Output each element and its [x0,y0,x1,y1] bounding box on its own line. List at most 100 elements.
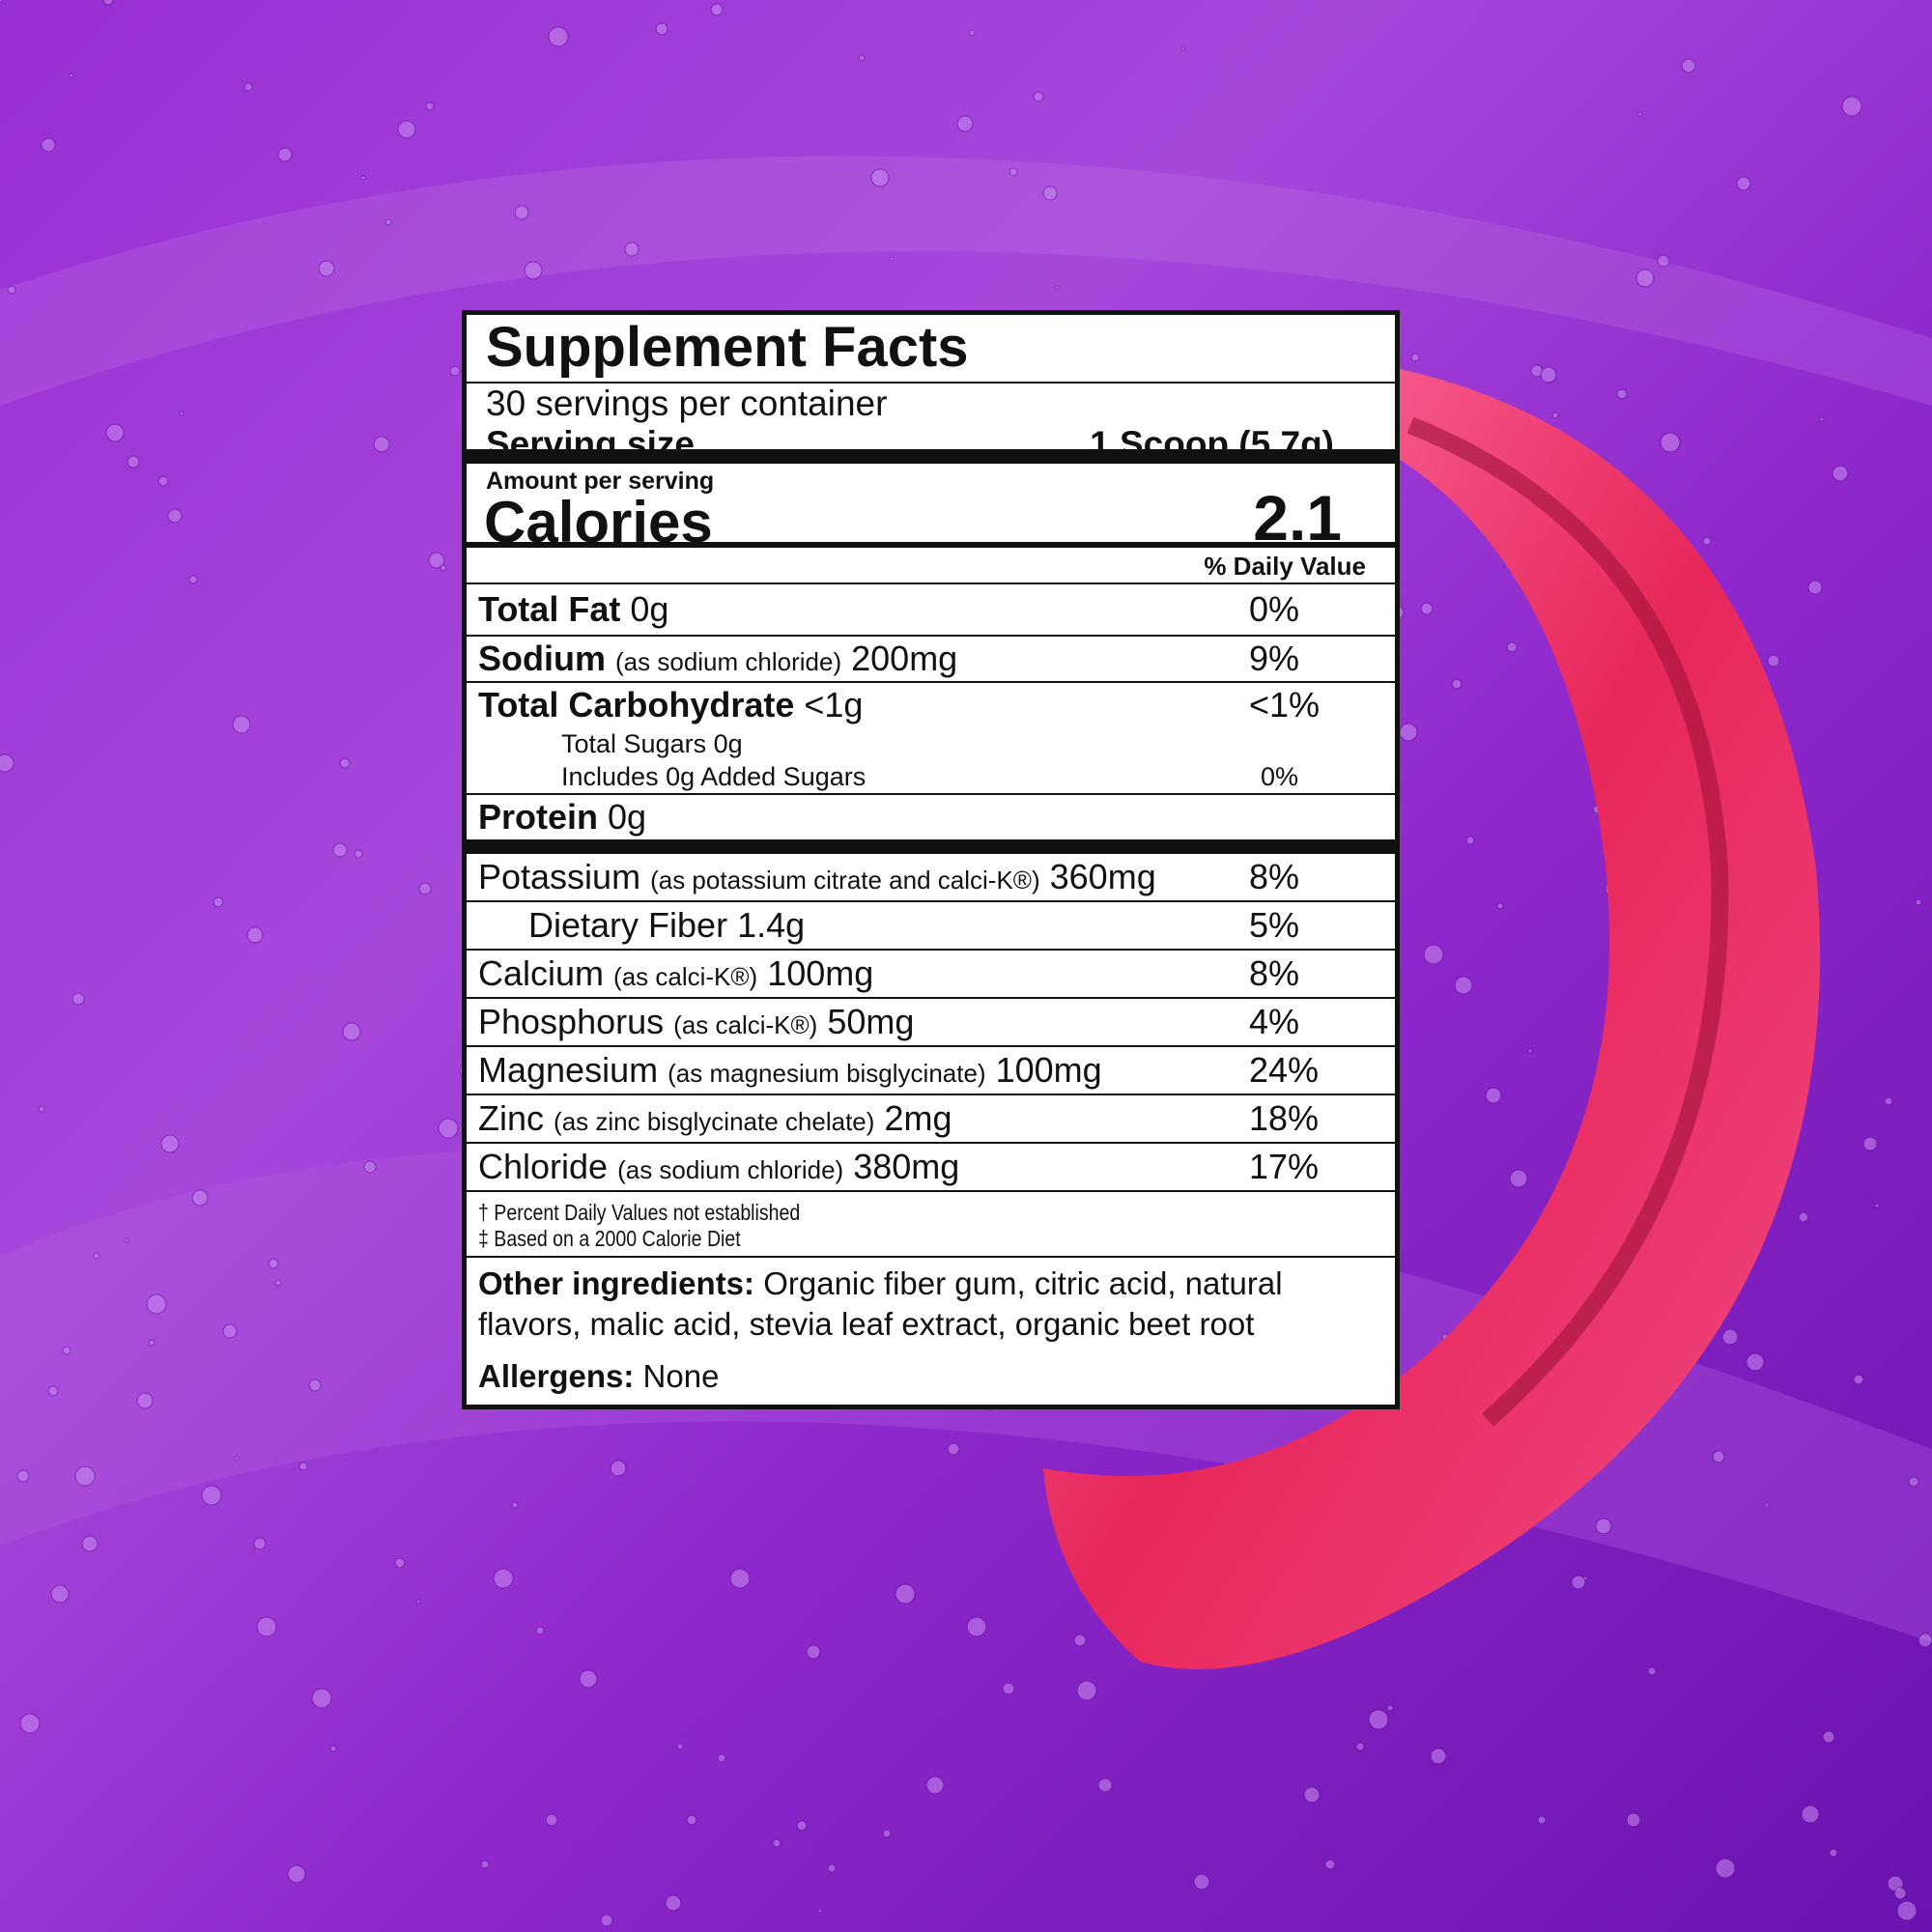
droplet [514,205,529,220]
title: Supplement Facts [467,315,1395,384]
droplet [0,0,3,3]
droplet [127,455,140,469]
droplet [1073,1634,1087,1647]
calories-value: 2.1 [1253,482,1342,554]
droplet [19,1713,41,1734]
droplet [579,1669,598,1689]
droplet [148,1339,156,1347]
droplet [373,436,390,453]
nutrient-line: Protein 0g [478,795,1378,839]
droplet [1764,1502,1770,1508]
droplet [1616,388,1628,400]
droplet [342,1022,361,1041]
nutrient-row: Phosphorus (as calci-K®) 50mg 4% [467,999,1395,1047]
daily-value: 17% [1249,1147,1320,1186]
droplet [1386,1704,1394,1712]
droplet [311,1688,332,1709]
footnote: † Percent Daily Values not established [478,1200,801,1225]
other-ingredients-label: Other ingredients: [478,1265,755,1301]
nutrient-name: Calcium [478,953,605,993]
droplet [1884,1096,1893,1106]
droplet [69,72,74,78]
nutrient-source: (as zinc bisglycinate chelate) [554,1107,875,1136]
droplet [1798,1211,1809,1223]
droplet [105,423,125,442]
droplet [438,1118,459,1139]
droplet [1097,1777,1113,1793]
droplet [41,137,56,153]
droplet [1551,412,1559,419]
nutrient-name: Potassium [478,857,641,896]
droplet [415,1599,421,1605]
droplet [1540,366,1557,384]
nutrient-line: Magnesium (as magnesium bisglycinate) 10… [478,1047,1378,1094]
droplet [1193,1873,1210,1890]
droplet [524,261,543,280]
nutrient-line: Calcium (as calci-K®) 100mg 8% [478,951,1378,997]
droplet [895,1583,916,1605]
droplet [1054,285,1060,291]
droplet [1420,602,1434,615]
daily-value: 18% [1249,1098,1320,1138]
nutrient-amount: 360mg [1049,857,1156,896]
droplet [318,260,335,277]
nutrient-line: Sodium (as sodium chloride) 200mg 9% [478,637,1378,681]
droplet [256,1616,277,1637]
droplet [146,1293,167,1315]
droplet [268,1258,279,1269]
droplet [287,1864,306,1884]
allergens: Allergens: None [478,1356,1383,1397]
droplet [1571,1575,1586,1590]
nutrient-amount: 1.4g [737,905,806,945]
daily-value: 0% [1261,762,1299,791]
droplet [1485,1087,1502,1104]
droplet [1746,1352,1765,1372]
droplet [253,1537,267,1550]
droplet [384,218,392,226]
droplet [213,896,224,908]
droplet [1527,1048,1533,1054]
nutrient-line: Total Carbohydrate <1g <1% [478,683,1378,727]
droplet [360,175,366,181]
calories: Amount per serving Calories 2.1 [467,464,1395,554]
droplet [947,1442,960,1456]
droplet [1399,723,1418,742]
nutrient-amount: 0g [630,589,669,629]
droplet [1410,353,1420,362]
nutrient-source: (as magnesium bisglycinate) [668,1059,986,1088]
nutrient-source: (as sodium chloride) [615,647,842,676]
droplet [1303,1786,1321,1804]
nutrient-source: (as calci-K®) [613,962,758,991]
calories-label: Calories [484,490,713,554]
droplet [243,82,253,92]
droplet [277,147,293,162]
droplet [157,475,169,487]
splash-shade [1406,416,1729,1427]
droplet [966,1616,987,1637]
servings: 30 servings per container Serving size 1 S… [467,384,1395,464]
droplet [548,26,569,47]
droplet [1465,836,1475,845]
droplet [232,715,251,734]
droplet [1324,1859,1336,1870]
droplet [1506,641,1518,653]
nutrient-source: (as calci-K®) [673,1010,818,1039]
nutrient-amount: 50mg [827,1002,915,1041]
droplet [1853,1374,1864,1385]
nutrient-name: Zinc [478,1098,545,1138]
droplet [339,757,351,769]
droplet [234,1456,240,1462]
droplet [1807,580,1823,595]
droplet [167,508,183,524]
droplet [1721,1328,1739,1346]
droplet [1702,536,1712,546]
droplet [925,1776,945,1795]
nutrient-name: Total Carbohydrate [478,685,795,724]
nutrient-row: Magnesium (as magnesium bisglycinate) 10… [467,1047,1395,1095]
droplet [1595,1518,1612,1535]
droplet [0,753,14,773]
allergens-label: Allergens: [478,1358,635,1394]
droplet [160,1134,180,1153]
nutrient-line: Zinc (as zinc bisglycinate chelate) 2mg 1… [478,1095,1378,1142]
